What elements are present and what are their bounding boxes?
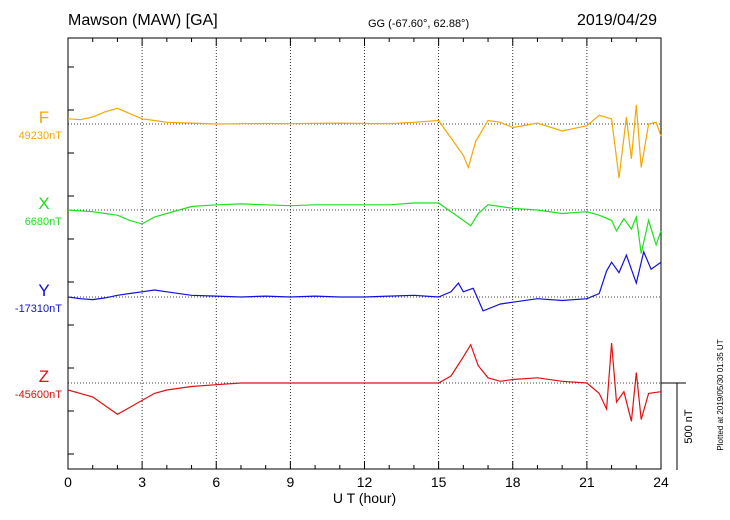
series-line-f	[67, 104, 662, 178]
x-tick-label: 18	[505, 474, 521, 490]
series-name-z: Z	[39, 367, 49, 386]
series-name-x: X	[38, 194, 49, 213]
x-tick-label: 3	[138, 474, 146, 490]
x-tick-label: 15	[431, 474, 447, 490]
x-tick-label: 9	[286, 474, 294, 490]
x-tick-label: 12	[357, 474, 373, 490]
x-tick-label: 21	[579, 474, 595, 490]
x-axis-label: U T (hour)	[333, 490, 396, 506]
x-tick-label: 0	[64, 474, 72, 490]
x-tick-label: 24	[653, 474, 669, 490]
series-baseline-z: -45600nT	[15, 389, 62, 401]
series-name-f: F	[39, 108, 49, 127]
series-name-y: Y	[38, 281, 49, 300]
series-baseline-y: -17310nT	[15, 303, 62, 315]
station-title: Mawson (MAW) [GA]	[68, 12, 218, 29]
station-coordinates: GG (-67.60°, 62.88°)	[368, 18, 470, 30]
series-line-x	[67, 202, 662, 254]
series-baseline-f: 49230nT	[19, 130, 63, 142]
plot-date: 2019/04/29	[577, 12, 658, 29]
series-line-z	[67, 342, 662, 422]
plotted-timestamp: Plotted at 2019/05/30 01:35 UT	[716, 339, 725, 450]
series-baseline-x: 6680nT	[25, 216, 63, 228]
series-line-y	[67, 249, 662, 312]
x-tick-label: 6	[212, 474, 220, 490]
scale-bar-label: 500 nT	[683, 409, 695, 444]
